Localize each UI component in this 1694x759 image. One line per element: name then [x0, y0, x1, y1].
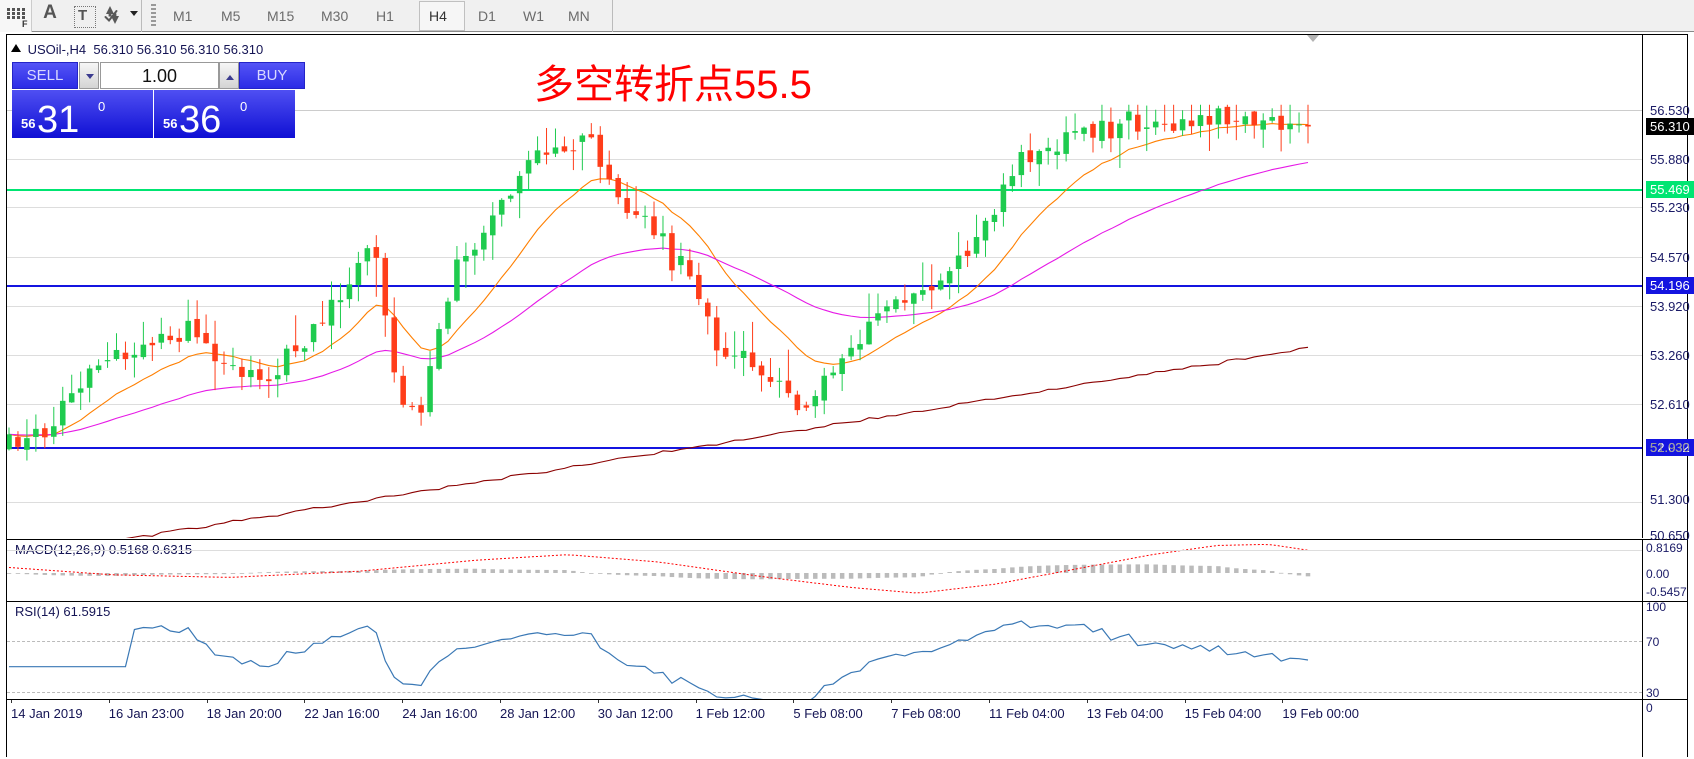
svg-text:F: F [22, 19, 28, 29]
